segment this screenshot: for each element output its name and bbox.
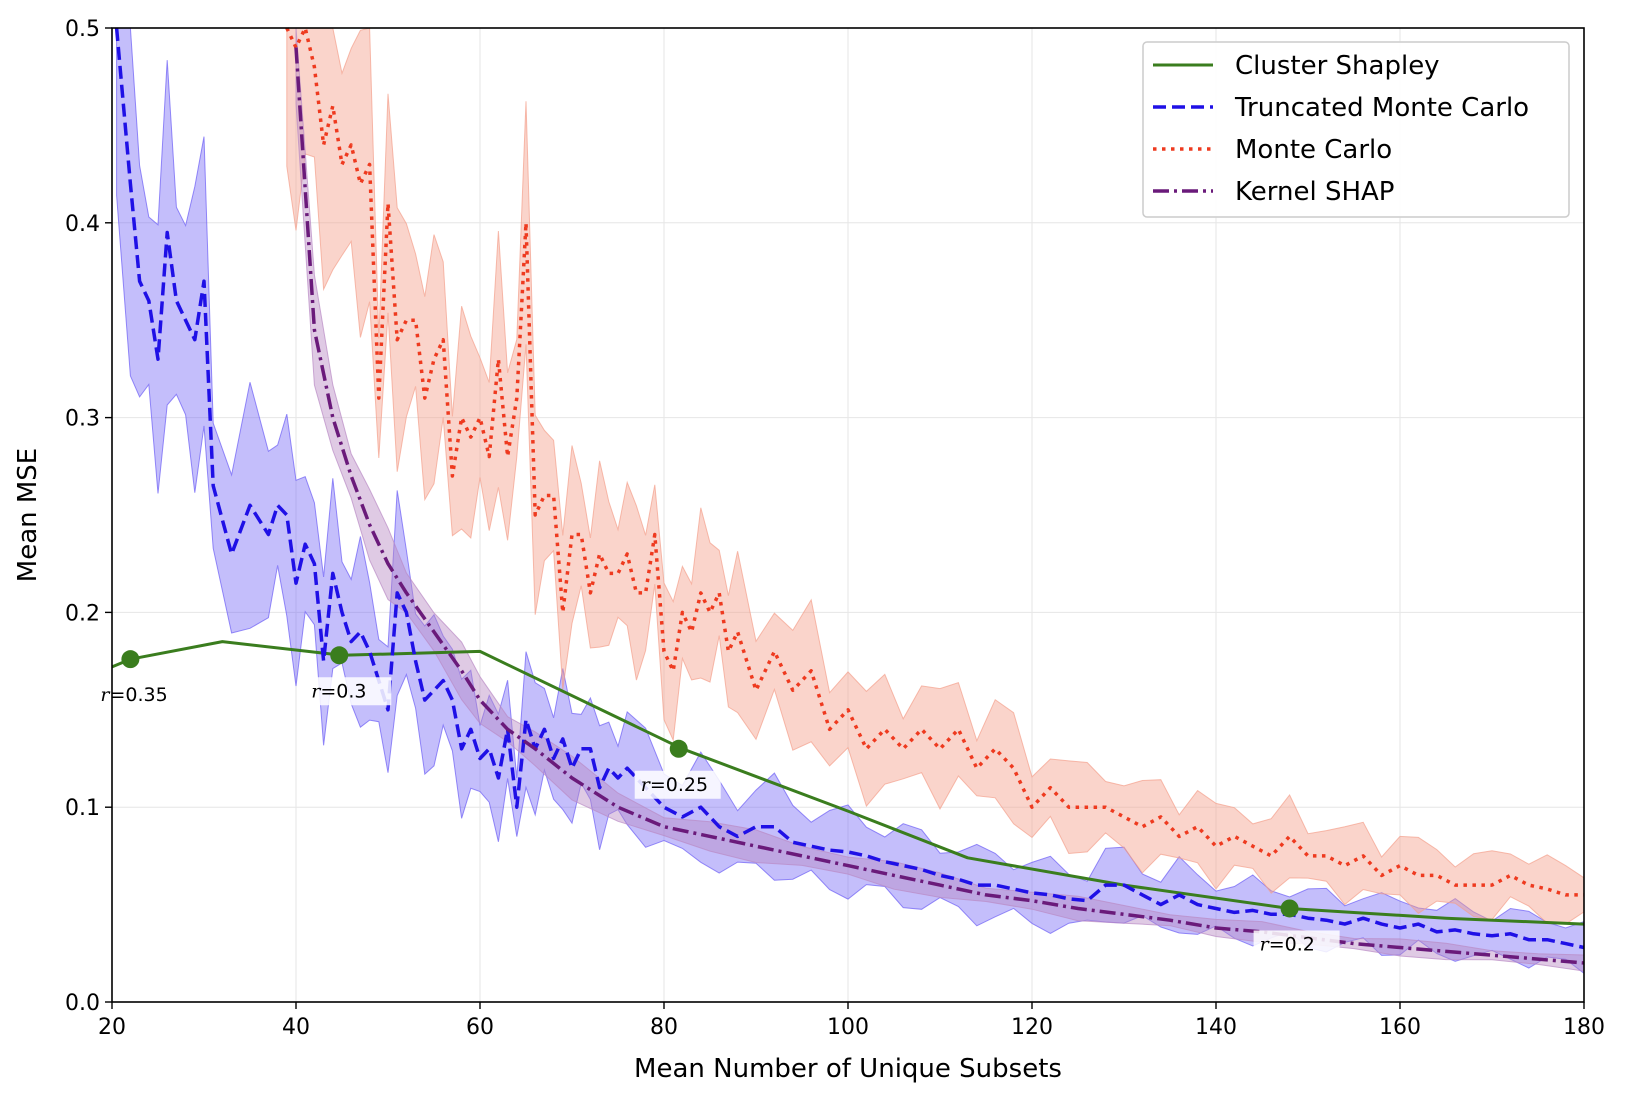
grid [111,27,1585,1003]
y-tick-label: 0.1 [65,796,100,821]
annotation-label: r=0.3 [311,680,366,702]
cluster-marker [121,650,140,669]
line-monte-carlo [285,26,1584,897]
annotation-label: r=0.2 [1260,933,1315,955]
x-tick-label: 100 [827,1015,869,1040]
cluster-marker [669,739,688,758]
x-axis: 20 40 60 80 100 120 140 160 180 [98,1002,1605,1040]
x-axis-title: Mean Number of Unique Subsets [634,1054,1062,1084]
x-tick-label: 20 [98,1015,126,1040]
legend-box [1142,41,1570,218]
x-tick-label: 80 [650,1015,678,1040]
y-tick-label: 0.4 [65,212,100,237]
y-tick-label: 0.2 [65,601,100,626]
annotation-label: r=0.35 [100,684,167,706]
line-truncated-monte-carlo [114,27,1585,950]
legend: Cluster Shapley Truncated Monte Carlo Mo… [1142,41,1570,218]
x-tick-label: 60 [466,1015,494,1040]
annotation-background [305,677,392,706]
cluster-marker [330,646,349,665]
annotation-value: =0.25 [650,774,708,796]
x-tick-label: 40 [282,1015,310,1040]
line-cluster-shapley [111,640,1585,926]
annotation-background [634,770,721,799]
legend-label-monte-carlo: Monte Carlo [1235,135,1392,165]
annotation-background [94,681,181,710]
legend-label-kernel-shap: Kernel SHAP [1235,177,1394,207]
legend-label-truncated-monte-carlo: Truncated Monte Carlo [1234,93,1529,123]
y-axis-title: Mean MSE [13,448,43,582]
cluster-markers: r=0.35 r=0.3 r=0.25 r=0.2 [94,646,1340,959]
x-tick-label: 160 [1379,1015,1421,1040]
legend-label-cluster-shapley: Cluster Shapley [1235,51,1440,81]
annotation-background [1253,930,1340,959]
annotation-value: =0.3 [320,680,366,702]
annotation-value: =0.2 [1269,933,1315,955]
x-tick-label: 140 [1195,1015,1237,1040]
y-tick-label: 0.5 [65,17,100,42]
cluster-marker [1280,899,1299,918]
annotation-label: r=0.25 [641,774,708,796]
annotation-value: =0.35 [109,684,167,706]
x-tick-label: 180 [1563,1015,1605,1040]
y-tick-label: 0.3 [65,407,100,432]
x-tick-label: 120 [1011,1015,1053,1040]
y-axis: 0.0 0.1 0.2 0.3 0.4 0.5 [65,17,112,1016]
y-tick-label: 0.0 [65,991,100,1016]
